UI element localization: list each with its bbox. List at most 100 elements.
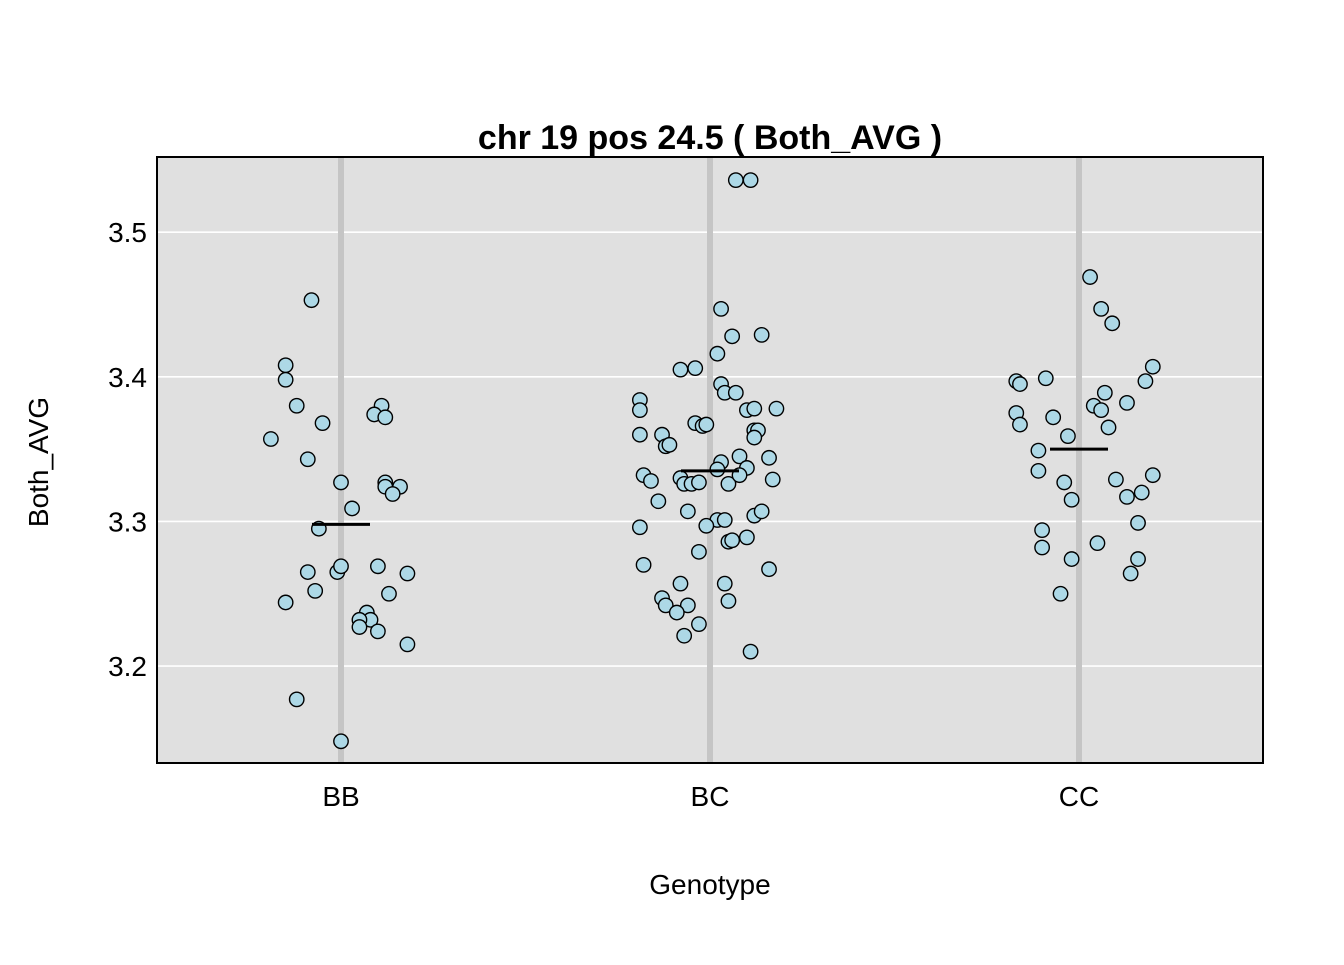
- data-point: [1108, 471, 1124, 488]
- data-point: [631, 426, 648, 443]
- data-point: [679, 597, 696, 614]
- data-point: [303, 292, 320, 309]
- data-point: [742, 643, 759, 660]
- data-point: [1063, 551, 1080, 567]
- data-point: [739, 529, 755, 546]
- data-point: [1063, 491, 1080, 508]
- data-point: [333, 558, 349, 575]
- data-point: [753, 503, 770, 520]
- y-tick-label: 3.2: [108, 651, 147, 682]
- y-tick-labels: 3.2 3.3 3.4 3.5: [108, 217, 147, 682]
- data-point: [676, 627, 693, 644]
- data-point: [1096, 384, 1113, 401]
- data-point: [307, 582, 324, 599]
- data-point: [720, 593, 737, 609]
- data-point: [716, 512, 733, 528]
- data-point: [1037, 370, 1054, 387]
- x-axis-label: Genotype: [649, 869, 770, 900]
- data-point: [731, 448, 748, 465]
- data-point: [691, 543, 707, 560]
- data-point: [1052, 585, 1069, 602]
- data-point: [1012, 416, 1028, 433]
- data-point: [650, 493, 667, 510]
- x-tick-label: BB: [322, 781, 359, 812]
- data-point: [369, 558, 386, 575]
- data-point: [1034, 539, 1051, 556]
- category-lines: [338, 157, 1082, 763]
- data-point: [1104, 315, 1121, 332]
- data-point: [288, 397, 305, 414]
- data-point: [679, 503, 696, 520]
- data-point: [761, 449, 777, 466]
- data-point: [761, 561, 777, 578]
- data-point: [381, 585, 397, 602]
- chart-title: chr 19 pos 24.5 ( Both_AVG ): [478, 119, 942, 157]
- data-point: [333, 474, 349, 491]
- data-point: [369, 623, 386, 640]
- data-point: [1130, 551, 1146, 567]
- data-point: [742, 172, 759, 189]
- data-point: [1119, 394, 1135, 411]
- data-point: [1100, 419, 1117, 436]
- y-tick-label: 3.4: [108, 362, 147, 393]
- data-point: [1082, 269, 1098, 285]
- data-point: [661, 436, 678, 453]
- data-point: [1012, 376, 1028, 392]
- data-point: [691, 616, 707, 633]
- data-point: [657, 597, 674, 614]
- data-point: [344, 500, 360, 517]
- data-point: [1060, 428, 1076, 445]
- data-point: [377, 409, 394, 426]
- data-point: [1144, 358, 1161, 375]
- data-point: [768, 400, 785, 417]
- data-point: [299, 451, 316, 468]
- data-point: [727, 172, 744, 189]
- data-point: [1122, 565, 1139, 582]
- data-point: [277, 594, 294, 611]
- data-point: [698, 517, 715, 534]
- data-points: [262, 172, 1161, 750]
- x-tick-label: BC: [691, 781, 730, 812]
- data-point: [1034, 522, 1051, 539]
- data-point: [716, 575, 733, 592]
- data-point: [668, 604, 685, 621]
- data-point: [1130, 515, 1146, 531]
- x-tick-label: CC: [1059, 781, 1099, 812]
- data-point: [764, 471, 781, 488]
- data-point: [1093, 402, 1110, 419]
- data-point: [1089, 535, 1106, 552]
- panel-border: [156, 156, 1264, 764]
- y-tick-label: 3.5: [108, 217, 147, 248]
- data-point: [724, 532, 741, 549]
- data-point: [314, 415, 331, 432]
- data-point: [277, 357, 294, 374]
- data-point: [691, 474, 707, 491]
- data-point: [1093, 300, 1110, 317]
- data-point: [1133, 484, 1150, 501]
- data-point: [299, 564, 316, 580]
- data-point: [672, 575, 689, 592]
- plot-frame: [156, 156, 1264, 764]
- data-point: [631, 402, 648, 419]
- data-point: [1056, 474, 1073, 491]
- data-point: [384, 486, 401, 502]
- x-tick-labels: BB BC CC: [322, 781, 1099, 812]
- data-point: [1119, 488, 1135, 505]
- data-point: [288, 691, 305, 708]
- data-point: [720, 475, 737, 492]
- data-point: [399, 636, 416, 653]
- data-point: [333, 733, 349, 750]
- data-point: [687, 360, 704, 377]
- data-point: [1045, 409, 1062, 426]
- data-point: [746, 400, 763, 417]
- data-point: [1137, 373, 1154, 390]
- data-point: [672, 361, 689, 378]
- y-axis-label: Both_AVG: [23, 397, 54, 527]
- data-point: [709, 345, 726, 362]
- data-point: [399, 565, 416, 582]
- data-point: [1030, 462, 1047, 479]
- data-point: [1144, 467, 1161, 484]
- data-point: [746, 429, 763, 446]
